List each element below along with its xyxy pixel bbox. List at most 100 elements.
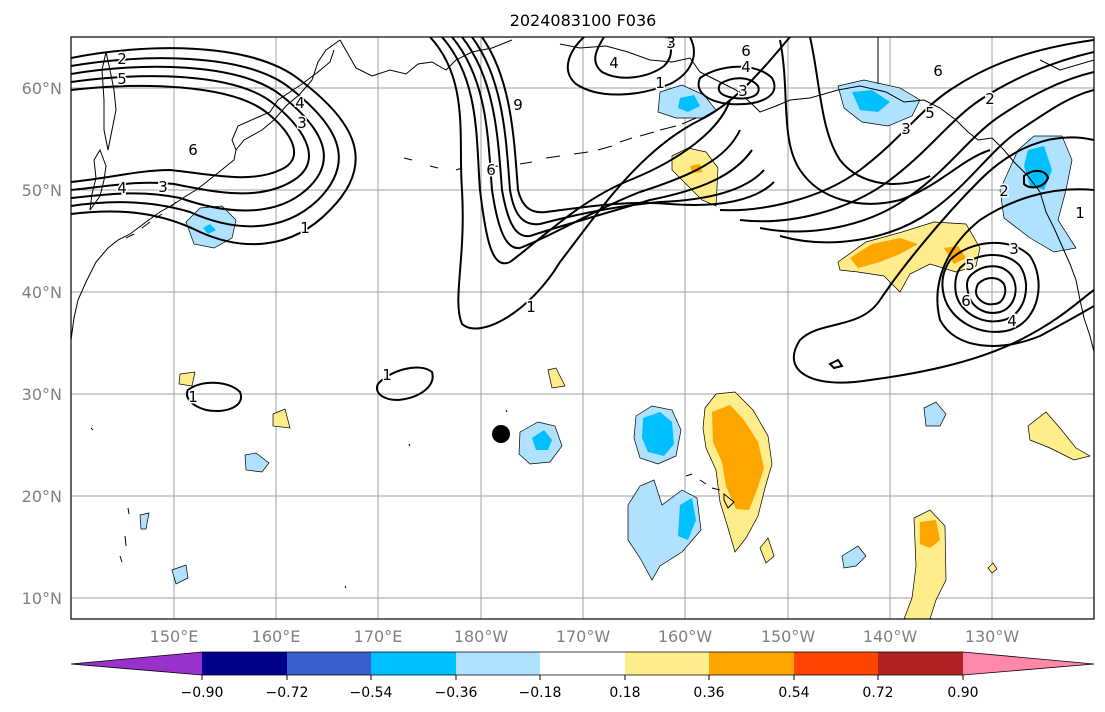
asia-coastline [71,49,335,341]
anomaly-area [837,221,981,293]
gridlines [71,37,1094,619]
contour-label: 2 [985,90,995,108]
aleutian-islands [403,117,697,171]
lon-label: 170°E [354,627,403,646]
lat-label: 40°N [22,283,62,302]
contour-label: 4 [741,58,751,76]
storm-marker [492,425,510,443]
contour-line [429,37,791,330]
contour-label: 3 [1009,240,1019,258]
contour-line [71,75,310,195]
anomaly-area [841,545,867,569]
contour-line [936,188,1094,347]
japan-coastline [89,148,107,211]
lon-label: 180°W [454,627,509,646]
latitude-labels: 60°N 50°N 40°N 30°N 20°N 10°N [22,79,62,608]
anomaly-area [171,564,189,585]
anomaly-area [244,452,270,473]
contour-line [974,277,1007,306]
contour-label: 3 [901,120,911,138]
contour-line [739,51,1094,223]
contour-label: 5 [965,256,975,274]
anomaly-area [923,401,947,427]
anomaly-area [850,238,918,268]
contour-label: 6 [961,292,971,310]
lon-label: 130°W [965,627,1020,646]
contour-line [566,37,695,96]
contour-label: 2 [999,182,1009,200]
contour-line [441,37,731,265]
sakhalin-coastline [101,51,117,151]
contour-line [451,37,741,250]
kuril-islands [125,201,177,239]
lon-label: 160°W [658,627,713,646]
colorbar-label: −0.72 [266,685,309,701]
contour-line [954,253,1028,323]
lon-label: 150°W [761,627,816,646]
contour-label: 4 [117,179,127,197]
map-frame [70,36,1095,620]
contour-label: 1 [382,366,392,384]
contour-line [71,84,296,183]
colorbar-segment [625,652,709,675]
anomaly-area [1027,411,1091,461]
contour-label: 5 [117,70,127,88]
colorbar-label: 0.54 [778,685,809,701]
coastlines [71,37,1094,589]
colorbar-segment [371,652,456,675]
colorbar-label: 0.72 [862,685,893,701]
anomaly-area [203,224,216,234]
pacific-islets [90,409,508,589]
contour-line [71,65,325,212]
contour-label: 1 [300,219,310,237]
contour-lines [71,37,1094,412]
contour-line [71,57,340,228]
lat-label: 60°N [22,79,62,98]
colorbar-label: −0.18 [519,685,562,701]
anomaly-area [678,95,700,112]
colorbar-segment [540,652,625,675]
colorbar-segment [71,652,202,675]
longitude-labels: 150°E 160°E 170°E 180°W 170°W 160°W 150°… [150,627,1020,646]
contour-labels: 2 5 4 3 6 4 3 1 9 6 1 3 4 6 4 3 6 2 5 3 … [116,37,1087,408]
colorbar-label: −0.36 [435,685,478,701]
colorbar-segment [287,652,371,675]
contour-label: 1 [188,388,198,406]
lat-label: 50°N [22,181,62,200]
hawaii-islands [685,473,735,509]
colorbar-segment [202,652,287,675]
contour-label: 3 [738,82,748,100]
anomaly-area [547,367,566,389]
siberia-coastline [339,39,513,77]
contour-line [1023,170,1050,189]
anomaly-area [178,371,196,387]
contour-line [481,37,775,214]
anomaly-area [920,520,940,548]
lat-label: 20°N [22,487,62,506]
colorbar-label: 0.90 [947,685,978,701]
contour-label: 1 [526,298,536,316]
contour-line [809,37,931,185]
colorbar-segment [878,652,963,675]
negative-anomaly-areas [139,79,1077,585]
lat-label: 10°N [22,589,62,608]
anomaly-area [139,512,150,530]
colorbar-label: −0.54 [350,685,393,701]
contour-line [376,366,434,402]
contour-label: 4 [609,54,619,72]
alaska-coastline [559,43,993,141]
lon-label: 150°E [150,627,199,646]
contour-label: 6 [486,161,496,179]
contour-label: 6 [741,42,751,60]
lon-label: 140°W [863,627,918,646]
anomaly-area [987,562,998,574]
lon-label: 160°E [252,627,301,646]
contour-label: 9 [513,96,523,114]
contour-label: 3 [158,178,168,196]
colorbar-label: −0.90 [181,685,224,701]
contour-label: 2 [117,50,127,68]
north-america-coastline [991,137,1094,353]
contour-line [71,47,357,246]
contour-label: 4 [1007,312,1017,330]
anomaly-area [642,412,674,456]
